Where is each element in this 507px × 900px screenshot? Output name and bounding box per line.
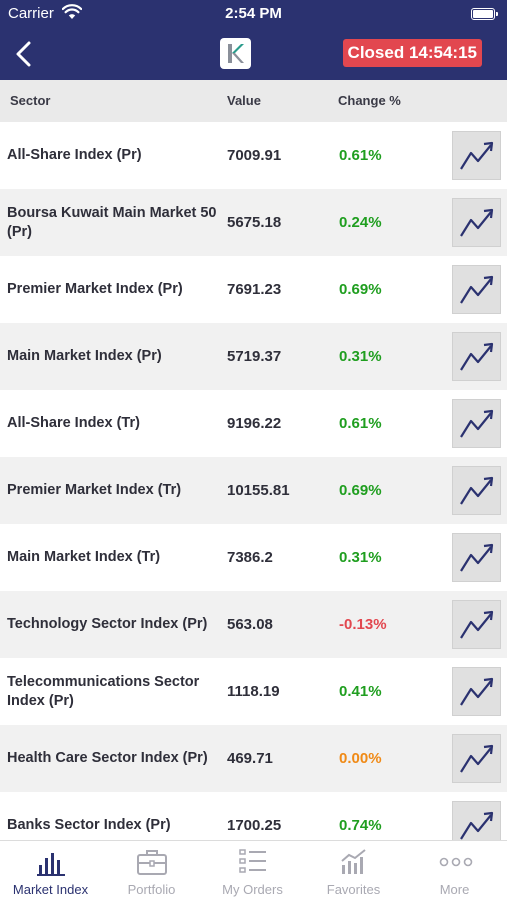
index-value: 7386.2 — [227, 549, 273, 566]
index-row[interactable]: Premier Market Index (Tr) 10155.81 0.69% — [0, 457, 507, 524]
chart-button[interactable] — [452, 801, 501, 840]
index-name: Telecommunications Sector Index (Pr) — [7, 673, 200, 709]
tab-portfolio[interactable]: Portfolio — [101, 841, 202, 900]
index-row[interactable]: Premier Market Index (Pr) 7691.23 0.69% — [0, 256, 507, 323]
index-change: 0.74% — [339, 817, 382, 834]
index-name: Premier Market Index (Tr) — [7, 482, 182, 498]
tab-label: More — [439, 882, 470, 897]
chart-button[interactable] — [452, 466, 501, 515]
chart-button[interactable] — [452, 600, 501, 649]
carrier-label: Carrier — [8, 5, 54, 22]
tab-my-orders[interactable]: My Orders — [202, 841, 303, 900]
index-change: 0.31% — [339, 549, 382, 566]
index-row[interactable]: Technology Sector Index (Pr) 563.08 -0.13% — [0, 591, 507, 658]
trend-chart-icon — [460, 610, 494, 639]
index-row[interactable]: Main Market Index (Pr) 5719.37 0.31% — [0, 323, 507, 390]
tab-label: Favorites — [326, 882, 381, 897]
index-value: 563.08 — [227, 616, 273, 633]
chart-button[interactable] — [452, 734, 501, 783]
index-change: 0.31% — [339, 348, 382, 365]
index-value: 1700.25 — [227, 817, 282, 834]
index-row[interactable]: Main Market Index (Tr) 7386.2 0.31% — [0, 524, 507, 591]
index-change: 0.41% — [339, 683, 382, 700]
index-value: 9196.22 — [227, 415, 282, 432]
tab-favorites[interactable]: Favorites — [303, 841, 404, 900]
battery-icon — [471, 8, 498, 20]
trend-chart-icon — [460, 275, 494, 304]
back-button[interactable] — [10, 38, 42, 70]
chart-button[interactable] — [452, 332, 501, 381]
index-change: 0.00% — [339, 750, 382, 767]
wifi-icon — [62, 4, 82, 19]
table-header: Sector Value Change % — [0, 80, 507, 122]
column-header-value[interactable]: Value — [227, 93, 261, 108]
index-row[interactable]: Banks Sector Index (Pr) 1700.25 0.74% — [0, 792, 507, 840]
index-value: 7009.91 — [227, 147, 282, 164]
index-row[interactable]: Boursa Kuwait Main Market 50 (Pr) 5675.18… — [0, 189, 507, 256]
index-row[interactable]: All-Share Index (Pr) 7009.91 0.61% — [0, 122, 507, 189]
index-value: 5675.18 — [227, 214, 282, 231]
index-row[interactable]: Health Care Sector Index (Pr) 469.71 0.00% — [0, 725, 507, 792]
app-logo — [220, 38, 251, 69]
chevron-left-icon — [16, 41, 31, 67]
briefcase-icon — [137, 850, 167, 875]
tab-label: My Orders — [222, 882, 283, 897]
index-change: 0.61% — [339, 147, 382, 164]
trend-chart-icon — [460, 208, 494, 237]
index-name: Health Care Sector Index (Pr) — [7, 750, 208, 766]
index-row[interactable]: All-Share Index (Tr) 9196.22 0.61% — [0, 390, 507, 457]
index-change: 0.69% — [339, 482, 382, 499]
trend-chart-icon — [460, 141, 494, 170]
index-name: Banks Sector Index (Pr) — [7, 817, 171, 833]
index-name: Boursa Kuwait Main Market 50 (Pr) — [7, 204, 217, 240]
trend-chart-icon — [460, 409, 494, 438]
market-status-badge: Closed 14:54:15 — [342, 39, 482, 67]
index-list[interactable]: All-Share Index (Pr) 7009.91 0.61% Boursa K… — [0, 122, 507, 840]
index-name: Technology Sector Index (Pr) — [7, 616, 208, 632]
trend-chart-icon — [460, 476, 494, 505]
tab-more[interactable]: More — [404, 841, 505, 900]
chart-button[interactable] — [452, 131, 501, 180]
chart-button[interactable] — [452, 265, 501, 314]
index-value: 7691.23 — [227, 281, 282, 298]
tab-market-index[interactable]: Market Index — [0, 841, 101, 900]
index-row[interactable]: Telecommunications Sector Index (Pr) 1118… — [0, 658, 507, 725]
trend-chart-icon — [460, 811, 494, 840]
index-change: 0.69% — [339, 281, 382, 298]
index-change: 0.24% — [339, 214, 382, 231]
more-dots-icon — [439, 857, 473, 867]
tab-bar: Market Index Portfolio My Orders Favorit… — [0, 840, 507, 900]
index-name: Main Market Index (Pr) — [7, 348, 162, 364]
column-header-change[interactable]: Change % — [338, 93, 401, 108]
list-icon — [239, 849, 266, 873]
chart-button[interactable] — [452, 399, 501, 448]
favorites-chart-icon — [341, 849, 366, 874]
nav-bar: Closed 14:54:15 — [0, 28, 507, 80]
index-value: 1118.19 — [227, 683, 280, 700]
index-name: Premier Market Index (Pr) — [7, 281, 183, 297]
trend-chart-icon — [460, 744, 494, 773]
status-time: 2:54 PM — [225, 5, 282, 22]
index-change: 0.61% — [339, 415, 382, 432]
chart-button[interactable] — [452, 667, 501, 716]
column-header-sector[interactable]: Sector — [10, 93, 51, 108]
trend-chart-icon — [460, 677, 494, 706]
status-bar: Carrier 2:54 PM — [0, 0, 507, 28]
index-name: Main Market Index (Tr) — [7, 549, 161, 565]
index-value: 5719.37 — [227, 348, 282, 365]
trend-chart-icon — [460, 543, 494, 572]
index-change: -0.13% — [339, 616, 387, 633]
tab-label: Portfolio — [127, 882, 176, 897]
chart-button[interactable] — [452, 533, 501, 582]
index-name: All-Share Index (Pr) — [7, 147, 142, 163]
chart-button[interactable] — [452, 198, 501, 247]
index-name: All-Share Index (Tr) — [7, 415, 140, 431]
index-value: 469.71 — [227, 750, 273, 767]
index-value: 10155.81 — [227, 482, 290, 499]
tab-label: Market Index — [12, 882, 89, 897]
bar-chart-icon — [37, 853, 65, 876]
trend-chart-icon — [460, 342, 494, 371]
